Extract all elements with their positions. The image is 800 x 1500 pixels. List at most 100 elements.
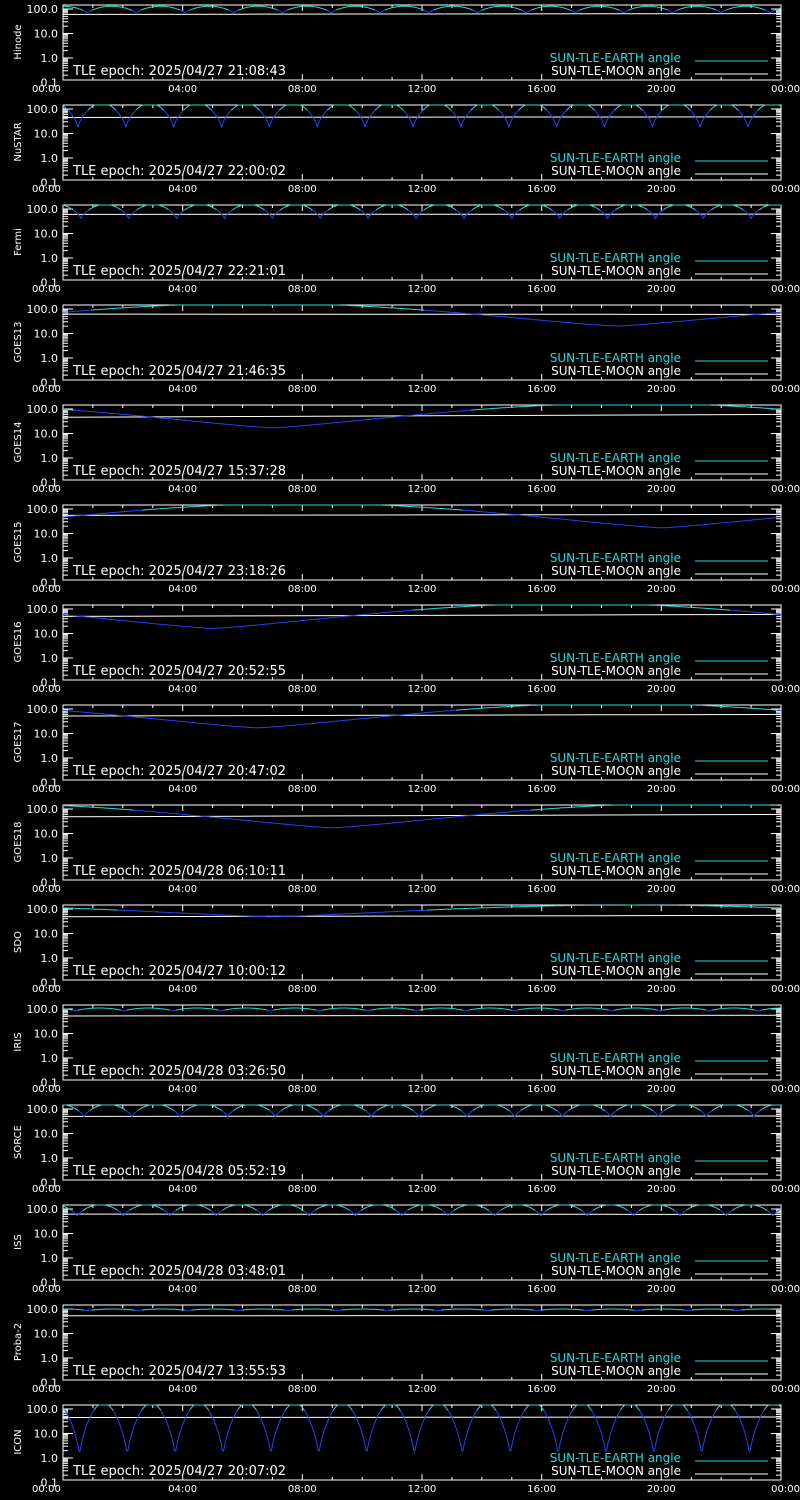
x-ticks: [62, 805, 782, 880]
x-tick-label: 04:00: [168, 284, 197, 295]
moon-angle-line: [62, 914, 782, 918]
x-tick-label: 08:00: [288, 784, 317, 795]
x-tick-label: 20:00: [647, 484, 676, 495]
legend-earth-label: SUN-TLE-EARTH angle: [550, 651, 681, 665]
x-tick-label: 00:00: [771, 584, 800, 595]
earth-angle-line-night: [133, 809, 531, 829]
y-minor-ticks: [63, 408, 781, 476]
legend-moon-label: SUN-TLE-MOON angle: [551, 1364, 681, 1378]
x-ticks: [62, 905, 782, 980]
x-tick-label: 04:00: [168, 1084, 197, 1095]
y-axis-label: SORCE: [13, 1125, 24, 1159]
x-tick-label: 00:00: [771, 484, 800, 495]
tle-epoch-text: TLE epoch: 2025/04/28 03:26:50: [72, 1064, 286, 1079]
moon-angle-line: [62, 116, 782, 118]
tle-epoch-text: TLE epoch: 2025/04/27 21:08:43: [72, 64, 286, 79]
moon-angle-line: [62, 413, 782, 418]
earth-angle-line-day: [62, 1204, 782, 1211]
legend-earth-label: SUN-TLE-EARTH angle: [550, 51, 681, 65]
x-tick-label: 00:00: [32, 684, 61, 695]
y-tick-label: 1.0: [41, 352, 59, 365]
y-tick-label: 10.0: [34, 128, 59, 141]
x-tick-label: 12:00: [408, 1384, 437, 1395]
x-tick-label: 08:00: [288, 884, 317, 895]
legend-earth-label: SUN-TLE-EARTH angle: [550, 351, 681, 365]
y-tick-label: 100.0: [27, 403, 59, 416]
y-tick-label: 10.0: [34, 828, 59, 841]
y-tick-label: 0.1: [41, 477, 59, 490]
x-tick-label: 00:00: [32, 1384, 61, 1395]
x-tick-label: 20:00: [647, 1484, 676, 1495]
x-tick-label: 00:00: [32, 584, 61, 595]
y-axis-label: GOES18: [13, 821, 24, 862]
y-axis-label: IRIS: [13, 1032, 24, 1051]
x-tick-label: 12:00: [408, 284, 437, 295]
earth-angle-line-day: [63, 1308, 782, 1311]
legend-moon-label: SUN-TLE-MOON angle: [551, 1064, 681, 1078]
x-tick-label: 04:00: [168, 184, 197, 195]
x-tick-label: 00:00: [32, 784, 61, 795]
tle-epoch-text: TLE epoch: 2025/04/27 15:37:28: [72, 464, 286, 479]
x-ticks: [62, 105, 782, 180]
x-tick-label: 16:00: [527, 284, 556, 295]
moon-angle-line: [62, 513, 782, 516]
x-tick-label: 00:00: [771, 1184, 800, 1195]
x-tick-label: 00:00: [32, 884, 61, 895]
x-tick-label: 16:00: [527, 184, 556, 195]
x-tick-label: 12:00: [408, 884, 437, 895]
x-tick-label: 04:00: [168, 684, 197, 695]
earth-angle-line-day: [455, 704, 777, 711]
x-tick-label: 16:00: [527, 484, 556, 495]
y-tick-label: 100.0: [27, 803, 59, 816]
y-axis-label: Proba-2: [13, 1323, 24, 1361]
earth-angle-line-day: [63, 1104, 781, 1111]
y-axis-label: GOES17: [13, 721, 24, 762]
legend-moon-label: SUN-TLE-MOON angle: [551, 264, 681, 278]
x-tick-label: 12:00: [408, 384, 437, 395]
y-tick-label: 1.0: [41, 1152, 59, 1165]
y-axis-label: ISS: [13, 1234, 24, 1250]
y-tick-label: 1.0: [41, 1052, 59, 1065]
x-tick-label: 16:00: [527, 1184, 556, 1195]
x-ticks: [62, 705, 782, 780]
earth-angle-line-night: [83, 1309, 742, 1312]
legend-earth-label: SUN-TLE-EARTH angle: [550, 151, 681, 165]
earth-angle-line-day: [62, 1404, 782, 1411]
legend-earth-label: SUN-TLE-EARTH angle: [550, 1251, 681, 1265]
legend-moon-label: SUN-TLE-MOON angle: [551, 764, 681, 778]
y-tick-label: 100.0: [27, 1203, 59, 1216]
y-tick-label: 0.1: [41, 777, 59, 790]
y-tick-label: 0.1: [41, 577, 59, 590]
y-tick-label: 10.0: [34, 28, 59, 41]
x-tick-label: 20:00: [647, 84, 676, 95]
legend-earth-label: SUN-TLE-EARTH angle: [550, 751, 681, 765]
legend-earth-label: SUN-TLE-EARTH angle: [550, 1151, 681, 1165]
x-tick-label: 00:00: [771, 784, 800, 795]
x-tick-label: 00:00: [32, 984, 61, 995]
y-tick-label: 10.0: [34, 1128, 59, 1141]
x-tick-label: 00:00: [771, 1484, 800, 1495]
moon-angle-line: [62, 813, 782, 818]
earth-angle-line-night: [62, 609, 782, 629]
legend-moon-label: SUN-TLE-MOON angle: [551, 164, 681, 178]
y-tick-label: 100.0: [27, 1003, 59, 1016]
x-tick-label: 16:00: [527, 1484, 556, 1495]
x-tick-label: 00:00: [32, 1284, 61, 1295]
x-tick-label: 08:00: [288, 984, 317, 995]
x-tick-label: 08:00: [288, 1084, 317, 1095]
x-tick-label: 12:00: [408, 84, 437, 95]
tle-epoch-text: TLE epoch: 2025/04/28 06:10:11: [72, 864, 286, 879]
x-tick-label: 00:00: [771, 1084, 800, 1095]
y-tick-label: 0.1: [41, 177, 59, 190]
y-tick-label: 0.1: [41, 977, 59, 990]
x-tick-label: 00:00: [771, 284, 800, 295]
y-tick-label: 10.0: [34, 728, 59, 741]
y-axis-label: GOES15: [13, 521, 24, 562]
x-ticks: [62, 205, 782, 280]
earth-angle-line-night: [62, 309, 782, 327]
y-axis-label: Hinode: [13, 24, 24, 59]
x-tick-label: 16:00: [527, 1284, 556, 1295]
